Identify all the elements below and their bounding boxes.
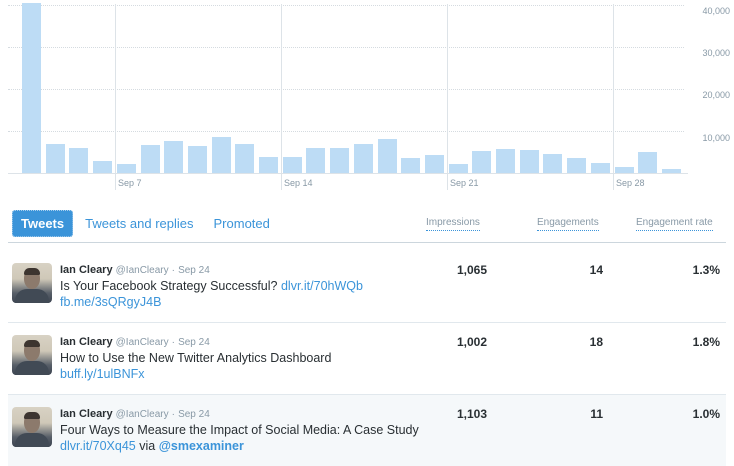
tweet-text: Is Your Facebook Strategy Successful? [60, 279, 278, 293]
bar-sep-11[interactable] [211, 136, 231, 173]
bar-sep-14[interactable] [282, 157, 302, 173]
tweet-row[interactable]: Ian Cleary @IanCleary · Sep 24 Is Your F… [8, 251, 726, 323]
separator: · [171, 265, 176, 276]
column-header-impressions[interactable]: Impressions [426, 217, 480, 231]
bar-sep-5[interactable] [69, 147, 89, 173]
tab-tweets[interactable]: Tweets [12, 210, 74, 237]
bar-sep-6[interactable] [93, 160, 113, 173]
bar-sep-9[interactable] [164, 141, 184, 173]
week-divider [115, 4, 116, 190]
bar-sep-3[interactable] [22, 2, 41, 173]
bar-sep-13[interactable] [259, 156, 278, 173]
chart-baseline [8, 173, 688, 174]
tweet-row[interactable]: Ian Cleary @IanCleary · Sep 24 How to Us… [8, 323, 726, 395]
bar-sep-17[interactable] [353, 143, 373, 173]
week-divider [281, 4, 282, 190]
bar-sep-29[interactable] [638, 152, 658, 173]
bar-sep-16[interactable] [330, 147, 350, 173]
engagement-rate-value: 1.8% [692, 335, 720, 349]
bar-sep-20[interactable] [424, 154, 444, 173]
y-tick-label: 10,000 [702, 133, 730, 143]
header-divider [8, 242, 726, 243]
engagement-rate-value: 1.0% [692, 407, 720, 421]
engagements-value: 11 [590, 407, 603, 421]
x-tick-label: Sep 7 [118, 178, 142, 188]
bar-sep-19[interactable] [401, 157, 421, 173]
tweet-date[interactable]: Sep 24 [178, 337, 210, 348]
bar-sep-25[interactable] [543, 153, 563, 173]
bar-sep-27[interactable] [590, 162, 610, 173]
avatar[interactable] [12, 335, 52, 375]
separator: · [171, 409, 176, 420]
tweet-content: Ian Cleary @IanCleary · Sep 24 Four Ways… [60, 407, 420, 454]
bar-sep-22[interactable] [472, 150, 492, 173]
tab-promoted[interactable]: Promoted [213, 216, 270, 231]
author-handle: @IanCleary [115, 265, 169, 276]
y-tick-label: 20,000 [702, 90, 730, 100]
tweet-row[interactable]: Ian Cleary @IanCleary · Sep 24 Four Ways… [8, 395, 726, 466]
engagements-value: 14 [589, 263, 603, 277]
tab-tweets-and-replies[interactable]: Tweets and replies [85, 216, 194, 231]
bar-sep-4[interactable] [45, 144, 65, 173]
bar-sep-7[interactable] [116, 163, 136, 173]
bar-sep-28[interactable] [614, 166, 634, 173]
week-divider [613, 4, 614, 190]
engagement-rate-value: 1.3% [692, 263, 720, 277]
tweet-content: Ian Cleary @IanCleary · Sep 24 Is Your F… [60, 263, 420, 310]
tweet-text: How to Use the New Twitter Analytics Das… [60, 351, 332, 365]
tweet-filter-tabs: Tweets Tweets and replies Promoted [12, 210, 282, 237]
via-text: via [139, 439, 156, 453]
x-tick-label: Sep 21 [450, 178, 479, 188]
column-header-engagements[interactable]: Engagements [537, 217, 599, 231]
bar-sep-30[interactable] [661, 168, 681, 173]
impressions-value: 1,065 [456, 263, 487, 277]
avatar[interactable] [12, 407, 52, 447]
x-tick-label: Sep 28 [616, 178, 645, 188]
tweet-date[interactable]: Sep 24 [178, 409, 210, 420]
x-tick-label: Sep 14 [284, 178, 313, 188]
tweet-link[interactable]: dlvr.it/70Xq45 [60, 439, 136, 453]
bar-sep-24[interactable] [519, 149, 539, 173]
y-tick-label: 30,000 [702, 48, 730, 58]
bar-sep-21[interactable] [448, 163, 468, 173]
bar-sep-26[interactable] [567, 157, 587, 173]
tweet-content: Ian Cleary @IanCleary · Sep 24 How to Us… [60, 335, 420, 382]
avatar[interactable] [12, 263, 52, 303]
column-header-engagement-rate[interactable]: Engagement rate [636, 217, 713, 231]
bar-sep-12[interactable] [235, 144, 255, 173]
author-handle: @IanCleary [115, 409, 169, 420]
separator: · [171, 337, 176, 348]
gridline-40000 [8, 5, 684, 6]
tweet-link[interactable]: dlvr.it/70hWQb [280, 279, 363, 293]
author-name[interactable]: Ian Cleary [60, 264, 113, 276]
engagements-value: 18 [589, 335, 603, 349]
bar-sep-10[interactable] [187, 145, 207, 173]
bar-sep-23[interactable] [496, 148, 515, 173]
tweet-text: Four Ways to Measure the Impact of Socia… [60, 423, 419, 437]
gridline-10000 [8, 131, 684, 132]
gridline-20000 [8, 89, 684, 90]
tweet-date[interactable]: Sep 24 [178, 265, 210, 276]
bar-sep-18[interactable] [377, 138, 397, 173]
impressions-chart: 40,000 30,000 20,000 10,000 Sep 7 Sep 14… [0, 0, 734, 195]
impressions-value: 1,103 [456, 407, 487, 421]
gridline-30000 [8, 47, 684, 48]
bar-sep-8[interactable] [140, 144, 160, 173]
author-name[interactable]: Ian Cleary [60, 336, 113, 348]
tweet-link[interactable]: fb.me/3sQRgyJ4B [60, 295, 162, 309]
author-name[interactable]: Ian Cleary [60, 408, 113, 420]
tweet-link[interactable]: buff.ly/1ulBNFx [60, 367, 145, 381]
week-divider [447, 4, 448, 190]
bar-sep-15[interactable] [306, 147, 326, 173]
bar-series [0, 0, 734, 195]
impressions-value: 1,002 [456, 335, 487, 349]
mention-link[interactable]: @smexaminer [158, 439, 244, 453]
y-tick-label: 40,000 [702, 6, 730, 16]
author-handle: @IanCleary [115, 337, 169, 348]
